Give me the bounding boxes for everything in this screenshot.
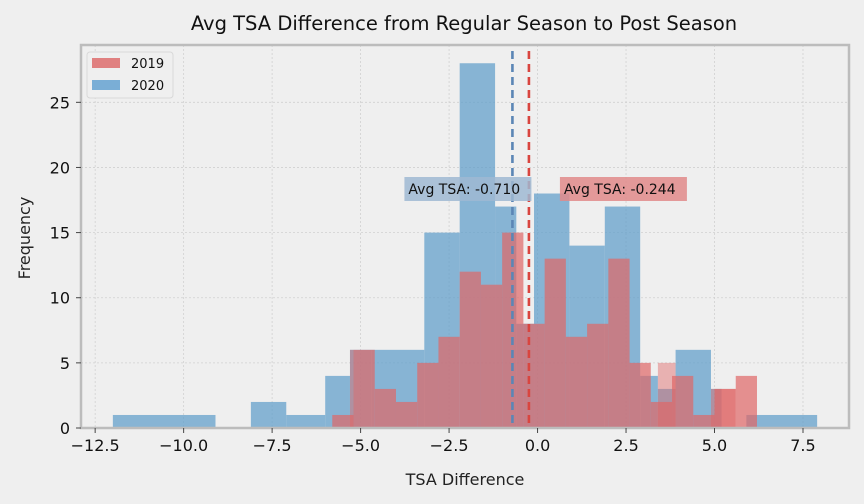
y-tick-label-4: 20 <box>50 158 70 177</box>
x-tick-label-2: −7.5 <box>253 436 292 455</box>
bar-2019-9 <box>523 323 545 428</box>
bar-fragment-2019-2 <box>710 388 736 428</box>
x-tick-label-0: −12.5 <box>71 436 120 455</box>
bar-2019-15 <box>650 401 673 428</box>
legend-swatch-2019 <box>92 58 120 68</box>
bar-fragment-2019-1 <box>657 362 676 428</box>
y-tick-label-2: 10 <box>50 289 70 308</box>
mean-2020-label-box <box>404 177 532 201</box>
y-tick-label-1: 5 <box>60 354 70 373</box>
x-tick-label-8: 7.5 <box>790 436 815 455</box>
bar-2019-14 <box>629 362 651 428</box>
bar-2019-7 <box>480 284 503 428</box>
bar-2019-0 <box>332 414 354 428</box>
bar-2019-4 <box>417 362 439 428</box>
annotations: Avg TSA: -0.710 Avg TSA: -0.244 <box>404 177 687 201</box>
x-tick-label-7: 5.0 <box>702 436 727 455</box>
bar-2019-10 <box>544 258 566 428</box>
y-axis-ticks: 0 5 10 15 20 25 <box>50 93 81 438</box>
y-axis-label: Frequency <box>15 197 34 280</box>
bar-2019-18 <box>714 388 736 428</box>
legend-swatch-2020 <box>92 80 120 90</box>
x-tick-label-4: −2.5 <box>430 436 469 455</box>
bar-2020-17 <box>746 414 818 428</box>
bar-2020-2 <box>286 414 326 428</box>
bar-2019-5 <box>438 336 460 428</box>
bar-2019-1 <box>353 349 375 428</box>
y-tick-label-5: 25 <box>50 93 70 112</box>
bar-2019-13 <box>608 258 630 428</box>
bars <box>112 63 818 428</box>
mean-2019-label-box <box>559 177 687 201</box>
legend: 2019 2020 <box>86 51 174 99</box>
bar-2019-6 <box>459 271 481 428</box>
x-tick-label-1: −10.0 <box>159 436 208 455</box>
bar-2019-19 <box>735 375 757 428</box>
legend-label-2019: 2019 <box>131 57 164 72</box>
legend-label-2020: 2020 <box>131 79 164 94</box>
bar-2020-1 <box>250 401 287 428</box>
plot-area: Avg TSA: -0.710 Avg TSA: -0.244 <box>79 43 851 430</box>
y-tick-label-3: 15 <box>50 224 70 243</box>
bar-2020-0 <box>112 414 216 428</box>
x-axis-label: TSA Difference <box>405 470 525 489</box>
bar-2019-2 <box>374 388 396 428</box>
plot-frame <box>79 43 851 430</box>
x-tick-label-6: 2.5 <box>613 436 638 455</box>
chart-title: Avg TSA Difference from Regular Season t… <box>191 12 737 35</box>
mean-2019-label: Avg TSA: -0.244 <box>564 182 676 198</box>
mean-2020-label: Avg TSA: -0.710 <box>408 182 520 198</box>
bar-2019-17 <box>693 414 715 428</box>
bar-2019-3 <box>395 401 418 428</box>
y-tick-label-0: 0 <box>60 419 70 438</box>
x-tick-label-5: 0.0 <box>525 436 550 455</box>
bar-2019-12 <box>587 323 609 428</box>
x-axis-ticks: −12.5 −10.0 −7.5 −5.0 −2.5 0.0 2.5 5.0 7.5 <box>71 428 816 455</box>
bar-fragment-2019-0 <box>349 349 354 428</box>
bar-2019-11 <box>565 336 588 428</box>
bar-2019-16 <box>672 375 694 428</box>
x-tick-label-3: −5.0 <box>341 436 380 455</box>
mean-lines <box>511 51 531 428</box>
